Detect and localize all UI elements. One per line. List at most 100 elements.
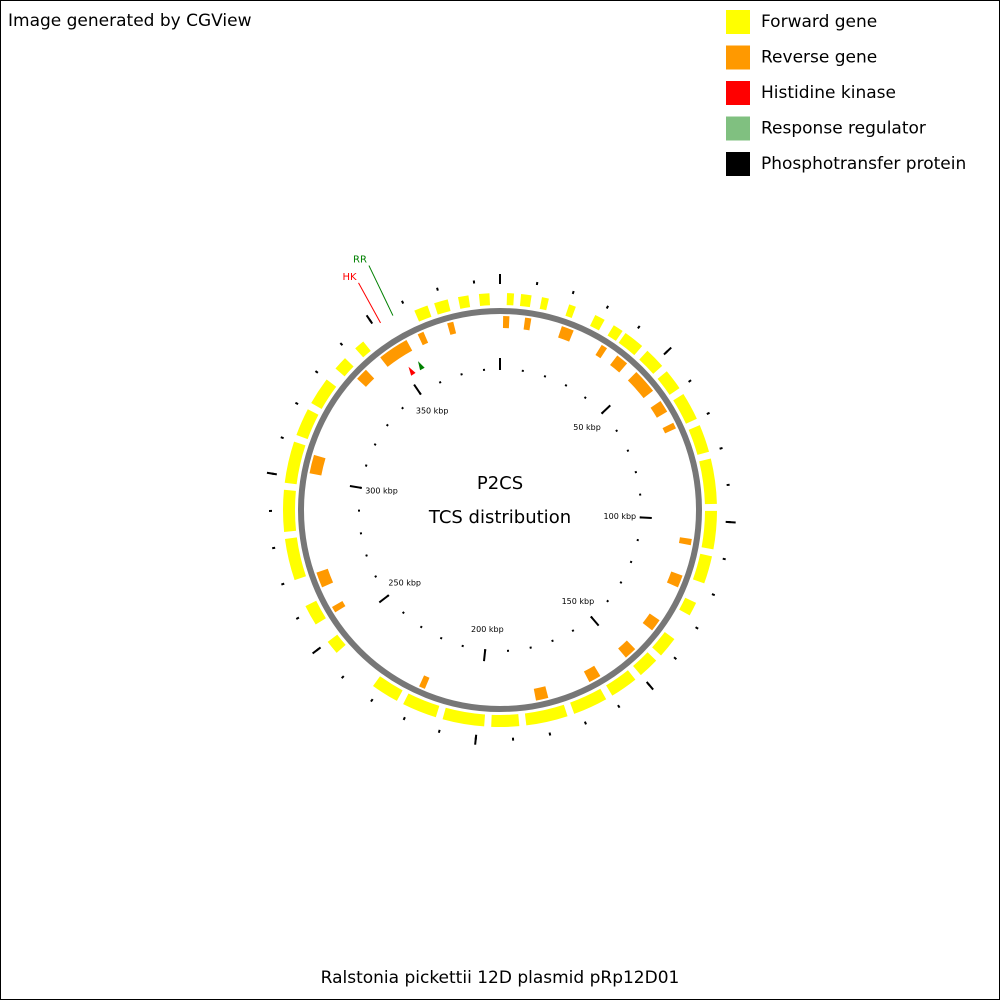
minor-tick xyxy=(461,644,464,648)
reverse-gene xyxy=(610,355,628,373)
minor-tick xyxy=(437,729,441,734)
tick-label: 200 kbp xyxy=(471,625,504,634)
reverse-gene xyxy=(618,640,636,658)
forward-gene xyxy=(524,704,568,726)
reverse-gene xyxy=(502,316,510,329)
tick-label: 350 kbp xyxy=(416,407,449,416)
minor-tick xyxy=(688,379,692,383)
forward-gene xyxy=(478,293,491,306)
legend-swatch xyxy=(726,10,750,34)
reverse-gene xyxy=(447,321,457,335)
reverse-gene xyxy=(417,331,429,346)
minor-tick xyxy=(281,582,285,586)
forward-gene xyxy=(296,409,319,440)
tick-label: 300 kbp xyxy=(365,487,398,496)
tick-label: 250 kbp xyxy=(388,578,421,587)
minor-tick xyxy=(314,370,319,374)
forward-gene xyxy=(565,304,576,318)
major-tick xyxy=(645,681,654,691)
reverse-gene xyxy=(595,344,608,359)
minor-tick xyxy=(695,626,699,630)
major-tick xyxy=(482,649,487,662)
forward-gene xyxy=(657,371,680,395)
major-tick xyxy=(590,615,600,627)
major-tick xyxy=(600,404,611,415)
reverse-gene xyxy=(678,537,692,546)
minor-tick xyxy=(617,704,621,709)
caption: Ralstonia pickettii 12D plasmid pRp12D01 xyxy=(321,968,680,988)
legend-label: Reverse gene xyxy=(761,48,877,68)
major-tick xyxy=(663,346,672,356)
forward-gene xyxy=(457,295,471,309)
minor-tick xyxy=(619,581,623,584)
minor-tick xyxy=(339,342,344,346)
forward-gene xyxy=(633,652,657,676)
minor-tick xyxy=(364,464,368,467)
forward-gene xyxy=(673,393,697,424)
feature-label: HK xyxy=(342,272,357,283)
header: Image generated by CGView xyxy=(8,11,252,31)
minor-tick xyxy=(460,373,463,376)
legend-swatch xyxy=(726,81,750,105)
legend-label: Response regulator xyxy=(761,119,926,139)
legend-swatch xyxy=(726,152,750,176)
feature-marker xyxy=(418,361,425,371)
major-tick xyxy=(312,646,322,655)
tick-label: 150 kbp xyxy=(562,597,595,606)
minor-tick xyxy=(583,721,587,725)
legend-label: Histidine kinase xyxy=(761,83,896,103)
forward-gene xyxy=(606,670,636,696)
forward-gene xyxy=(607,325,623,341)
forward-gene xyxy=(373,676,403,701)
tick-label: 50 kbp xyxy=(573,423,601,432)
minor-tick xyxy=(673,656,677,660)
forward-gene xyxy=(519,294,532,308)
forward-gene xyxy=(414,305,432,322)
minor-tick xyxy=(719,446,723,450)
minor-tick xyxy=(605,305,610,309)
reverse-gene xyxy=(380,340,413,367)
minor-tick xyxy=(615,429,619,433)
minor-tick xyxy=(606,599,610,603)
legend-swatch xyxy=(726,45,750,70)
tick-label: 100 kbp xyxy=(604,512,637,521)
forward-gene xyxy=(311,379,337,409)
reverse-gene xyxy=(666,571,683,588)
minor-tick xyxy=(564,384,568,387)
forward-gene xyxy=(570,688,607,714)
forward-gene xyxy=(305,600,326,625)
minor-tick xyxy=(365,554,368,557)
forward-gene xyxy=(434,299,451,315)
reverse-gene xyxy=(662,422,676,434)
minor-tick xyxy=(280,436,284,440)
minor-tick xyxy=(571,629,575,633)
forward-gene xyxy=(284,537,306,581)
major-tick xyxy=(365,314,374,325)
minor-tick xyxy=(385,423,389,427)
minor-tick xyxy=(629,560,633,564)
forward-gene xyxy=(618,333,643,356)
feature-leader xyxy=(358,282,381,324)
backbone xyxy=(298,308,702,712)
forward-gene xyxy=(688,425,710,455)
forward-gene xyxy=(539,297,549,311)
legend-swatch xyxy=(726,116,750,141)
feature-label: RR xyxy=(353,255,367,266)
forward-gene xyxy=(590,315,605,331)
major-tick xyxy=(378,594,390,604)
minor-tick xyxy=(370,698,374,703)
minor-tick xyxy=(374,575,378,578)
feature-marker xyxy=(408,366,416,376)
map-subtitle: TCS distribution xyxy=(428,507,571,528)
forward-gene xyxy=(284,441,306,485)
minor-tick xyxy=(419,625,423,629)
major-tick xyxy=(413,384,422,396)
reverse-gene xyxy=(642,613,660,631)
reverse-gene xyxy=(523,317,532,331)
forward-gene xyxy=(283,489,297,532)
minor-tick xyxy=(548,732,552,736)
forward-gene xyxy=(652,631,675,656)
minor-tick xyxy=(551,639,554,643)
